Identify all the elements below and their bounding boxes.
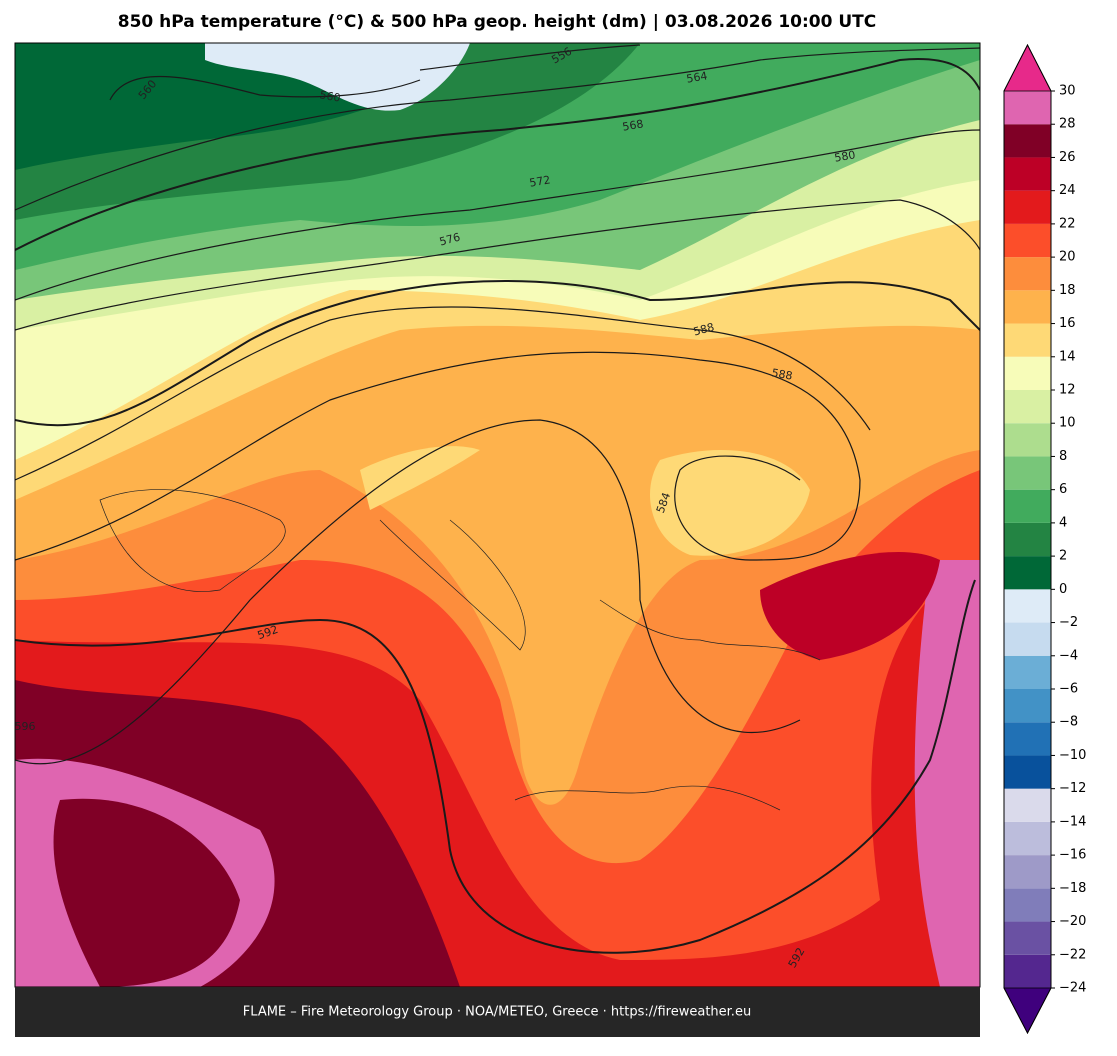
- colorbar-tick-label: 20: [1059, 250, 1076, 265]
- colorbar-tick-label: −2: [1059, 615, 1078, 630]
- colorbar-bin: [1004, 821, 1051, 856]
- contour-label: 596: [15, 720, 36, 733]
- colorbar-bin: [1004, 855, 1051, 889]
- colorbar-tick-label: 6: [1059, 482, 1067, 497]
- colorbar-bin: [1004, 190, 1051, 224]
- colorbar-bin: [1004, 921, 1051, 955]
- colorbar-bin: [1004, 390, 1051, 424]
- colorbar-tick-label: 10: [1059, 416, 1076, 431]
- colorbar-bin: [1004, 522, 1051, 557]
- colorbar-bin: [1004, 356, 1051, 390]
- colorbar-tick-label: −16: [1059, 848, 1086, 863]
- colorbar-bin: [1004, 456, 1051, 490]
- colorbar-bin: [1004, 157, 1051, 191]
- colorbar-tick-label: 16: [1059, 316, 1076, 331]
- colorbar-bin: [1004, 655, 1051, 689]
- colorbar-under: [1003, 987, 1052, 1034]
- colorbar-tick-label: 30: [1059, 84, 1076, 99]
- colorbar-bin: [1004, 223, 1051, 258]
- colorbar-tick-label: −8: [1059, 715, 1078, 730]
- contour-label: 572: [528, 173, 551, 189]
- colorbar-bin: [1004, 323, 1051, 357]
- colorbar-tick-label: −18: [1059, 881, 1086, 896]
- colorbar-bin: [1004, 556, 1051, 590]
- footer-bar: [15, 987, 980, 1037]
- colorbar-tick-label: 26: [1059, 150, 1076, 165]
- colorbar-tick-label: −22: [1059, 947, 1086, 962]
- colorbar-tick-label: −6: [1059, 682, 1078, 697]
- colorbar-bin: [1004, 622, 1051, 656]
- colorbar-bin: [1004, 788, 1051, 822]
- colorbar-tick-label: 24: [1059, 183, 1076, 198]
- colorbar-tick-label: 14: [1059, 349, 1076, 364]
- contour-label: 588: [771, 366, 794, 382]
- contour-label: 560: [319, 88, 342, 104]
- colorbar-tick-label: −20: [1059, 914, 1086, 929]
- colorbar: −24−22−20−18−16−14−12−10−8−6−4−202468101…: [1003, 43, 1086, 1035]
- colorbar-bin: [1004, 755, 1051, 789]
- colorbar-bin: [1004, 423, 1051, 457]
- footer-text: FLAME – Fire Meteorology Group · NOA/MET…: [243, 1005, 751, 1020]
- colorbar-bin: [1004, 722, 1051, 756]
- colorbar-bin: [1004, 589, 1051, 623]
- contour-label: 568: [621, 117, 644, 133]
- colorbar-bin: [1004, 489, 1051, 523]
- colorbar-tick-label: 2: [1059, 549, 1067, 564]
- colorbar-bin: [1004, 689, 1051, 723]
- colorbar-tick-label: 12: [1059, 383, 1076, 398]
- colorbar-tick-label: 4: [1059, 515, 1067, 530]
- colorbar-tick-label: 0: [1059, 582, 1067, 597]
- colorbar-tick-label: 28: [1059, 117, 1076, 132]
- colorbar-tick-label: −10: [1059, 748, 1086, 763]
- colorbar-tick-label: −12: [1059, 781, 1086, 796]
- contour-label: 588: [692, 321, 716, 339]
- colorbar-bin: [1004, 124, 1051, 158]
- colorbar-tick-label: 18: [1059, 283, 1076, 298]
- colorbar-bin: [1004, 257, 1051, 291]
- map: [15, 43, 980, 987]
- contour-label: 580: [833, 148, 856, 164]
- colorbar-over: [1003, 44, 1052, 92]
- colorbar-bin: [1004, 290, 1051, 324]
- colorbar-tick-label: 8: [1059, 449, 1067, 464]
- contour-label: 576: [438, 231, 462, 249]
- colorbar-tick-label: −24: [1059, 981, 1086, 996]
- colorbar-tick-label: −14: [1059, 814, 1086, 829]
- colorbar-bin: [1004, 91, 1051, 125]
- colorbar-bin: [1004, 888, 1051, 922]
- contour-label: 564: [685, 69, 708, 85]
- title: 850 hPa temperature (°C) & 500 hPa geop.…: [118, 12, 877, 32]
- colorbar-bin: [1004, 954, 1051, 988]
- colorbar-tick-label: 22: [1059, 216, 1076, 231]
- colorbar-tick-label: −4: [1059, 648, 1078, 663]
